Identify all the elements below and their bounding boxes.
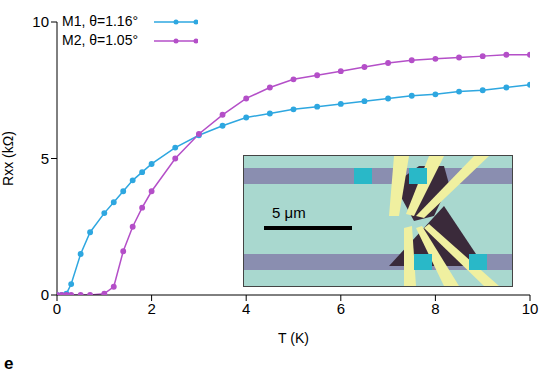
- svg-text:Rxx (kΩ): Rxx (kΩ): [0, 131, 16, 186]
- html-text:e: e: [4, 354, 14, 373]
- html-text:5 μm: 5 μm: [272, 204, 306, 221]
- svg-text:4: 4: [242, 300, 250, 317]
- svg-text:10: 10: [32, 13, 49, 30]
- svg-text:10: 10: [522, 300, 539, 317]
- svg-text:2: 2: [147, 300, 155, 317]
- svg-text:8: 8: [431, 300, 439, 317]
- svg-text:0: 0: [53, 300, 61, 317]
- svg-text:5: 5: [41, 150, 49, 167]
- html-text:M2, θ=1.05°: M2, θ=1.05°: [62, 32, 138, 48]
- svg-text:6: 6: [337, 300, 345, 317]
- svg-text:0: 0: [41, 286, 49, 303]
- html-text:M1, θ=1.16°: M1, θ=1.16°: [62, 13, 138, 29]
- svg-text:T (K): T (K): [278, 330, 309, 346]
